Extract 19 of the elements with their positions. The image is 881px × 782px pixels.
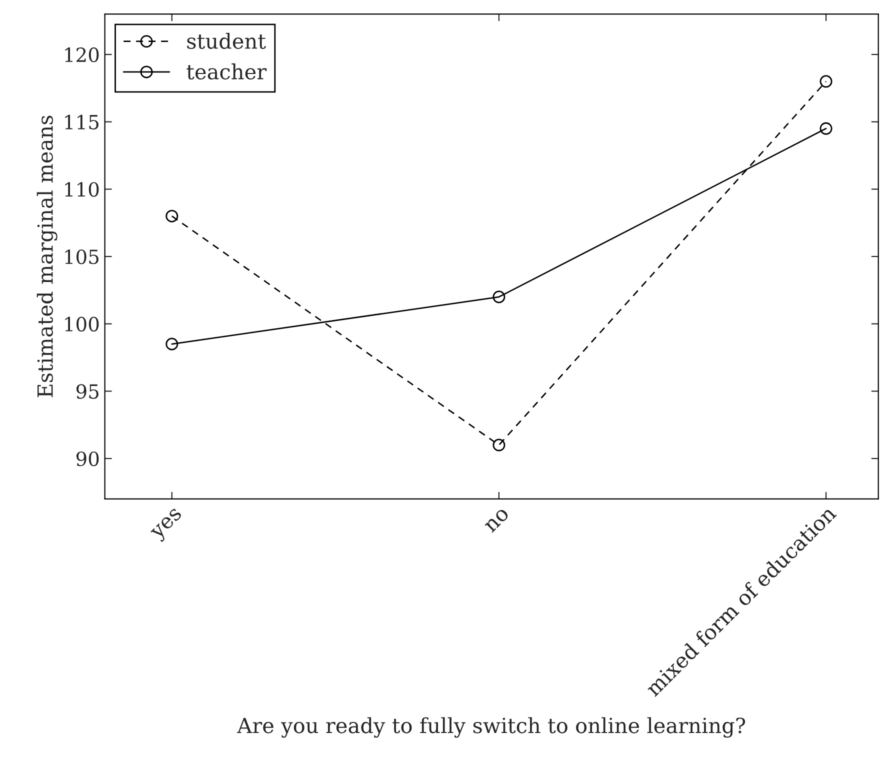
point (166, 338, 178, 350)
point (820, 122, 832, 135)
x-axis-title: Are you ready to fully switch to online learning? (236, 717, 746, 738)
point (820, 75, 832, 88)
y-axis-title: Estimated marginal means (36, 116, 58, 398)
y-tick-label: 120 (65, 47, 99, 62)
y-tick-label: 115 (65, 114, 98, 130)
legend-label: teacher (186, 63, 267, 80)
y-tick-label: 110 (65, 182, 99, 197)
y-tick-label: 105 (65, 249, 98, 264)
y-tick-label: 95 (76, 384, 98, 399)
point (166, 210, 178, 222)
y-tick-label: 100 (65, 316, 99, 332)
legend-label: student (187, 32, 266, 49)
x-tick-label: yes (150, 508, 186, 543)
y-tick-label: 90 (76, 451, 99, 466)
point (492, 290, 506, 304)
x-tick-label: no (484, 508, 510, 534)
point (492, 438, 506, 452)
